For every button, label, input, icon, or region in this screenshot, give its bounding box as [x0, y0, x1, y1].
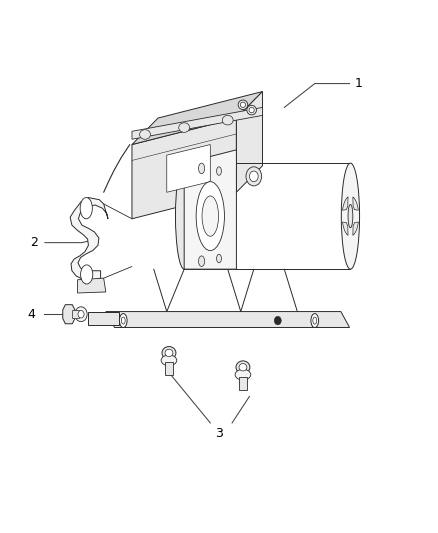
Polygon shape	[70, 198, 108, 280]
Ellipse shape	[161, 355, 177, 366]
Ellipse shape	[196, 182, 224, 251]
Polygon shape	[184, 150, 237, 269]
Ellipse shape	[311, 313, 318, 328]
Polygon shape	[343, 222, 348, 236]
Polygon shape	[78, 278, 106, 293]
Polygon shape	[132, 92, 262, 144]
Polygon shape	[165, 362, 173, 375]
Ellipse shape	[162, 346, 176, 359]
Ellipse shape	[78, 311, 84, 318]
Polygon shape	[237, 92, 262, 192]
Ellipse shape	[216, 254, 222, 263]
Ellipse shape	[176, 163, 193, 269]
Ellipse shape	[75, 307, 87, 321]
Ellipse shape	[239, 364, 247, 371]
Polygon shape	[106, 312, 350, 327]
Polygon shape	[167, 144, 210, 192]
Ellipse shape	[348, 205, 353, 228]
Polygon shape	[88, 312, 119, 325]
Circle shape	[274, 317, 281, 325]
Ellipse shape	[216, 167, 222, 175]
Ellipse shape	[240, 102, 246, 108]
Ellipse shape	[121, 317, 125, 324]
Circle shape	[250, 171, 258, 182]
Ellipse shape	[80, 198, 92, 219]
Circle shape	[246, 167, 261, 186]
Text: 4: 4	[27, 308, 35, 321]
Ellipse shape	[313, 317, 317, 324]
Text: 3: 3	[215, 427, 223, 440]
Ellipse shape	[179, 123, 190, 132]
Ellipse shape	[238, 100, 248, 110]
Ellipse shape	[198, 163, 205, 174]
Polygon shape	[353, 222, 358, 236]
Polygon shape	[343, 197, 348, 210]
Ellipse shape	[81, 265, 93, 284]
Ellipse shape	[341, 163, 360, 269]
Ellipse shape	[222, 115, 233, 125]
Ellipse shape	[198, 256, 205, 266]
Ellipse shape	[236, 361, 250, 374]
Text: 1: 1	[354, 77, 362, 90]
Polygon shape	[63, 305, 75, 324]
Polygon shape	[132, 108, 262, 139]
Ellipse shape	[165, 349, 173, 357]
Ellipse shape	[120, 313, 127, 328]
Polygon shape	[184, 163, 350, 269]
Ellipse shape	[249, 108, 254, 113]
Ellipse shape	[235, 369, 251, 380]
Ellipse shape	[202, 196, 219, 236]
Ellipse shape	[247, 106, 256, 115]
Polygon shape	[132, 118, 237, 219]
Ellipse shape	[140, 130, 150, 139]
Text: 2: 2	[30, 236, 38, 249]
Polygon shape	[72, 310, 79, 318]
Polygon shape	[239, 377, 247, 390]
Polygon shape	[353, 197, 358, 210]
